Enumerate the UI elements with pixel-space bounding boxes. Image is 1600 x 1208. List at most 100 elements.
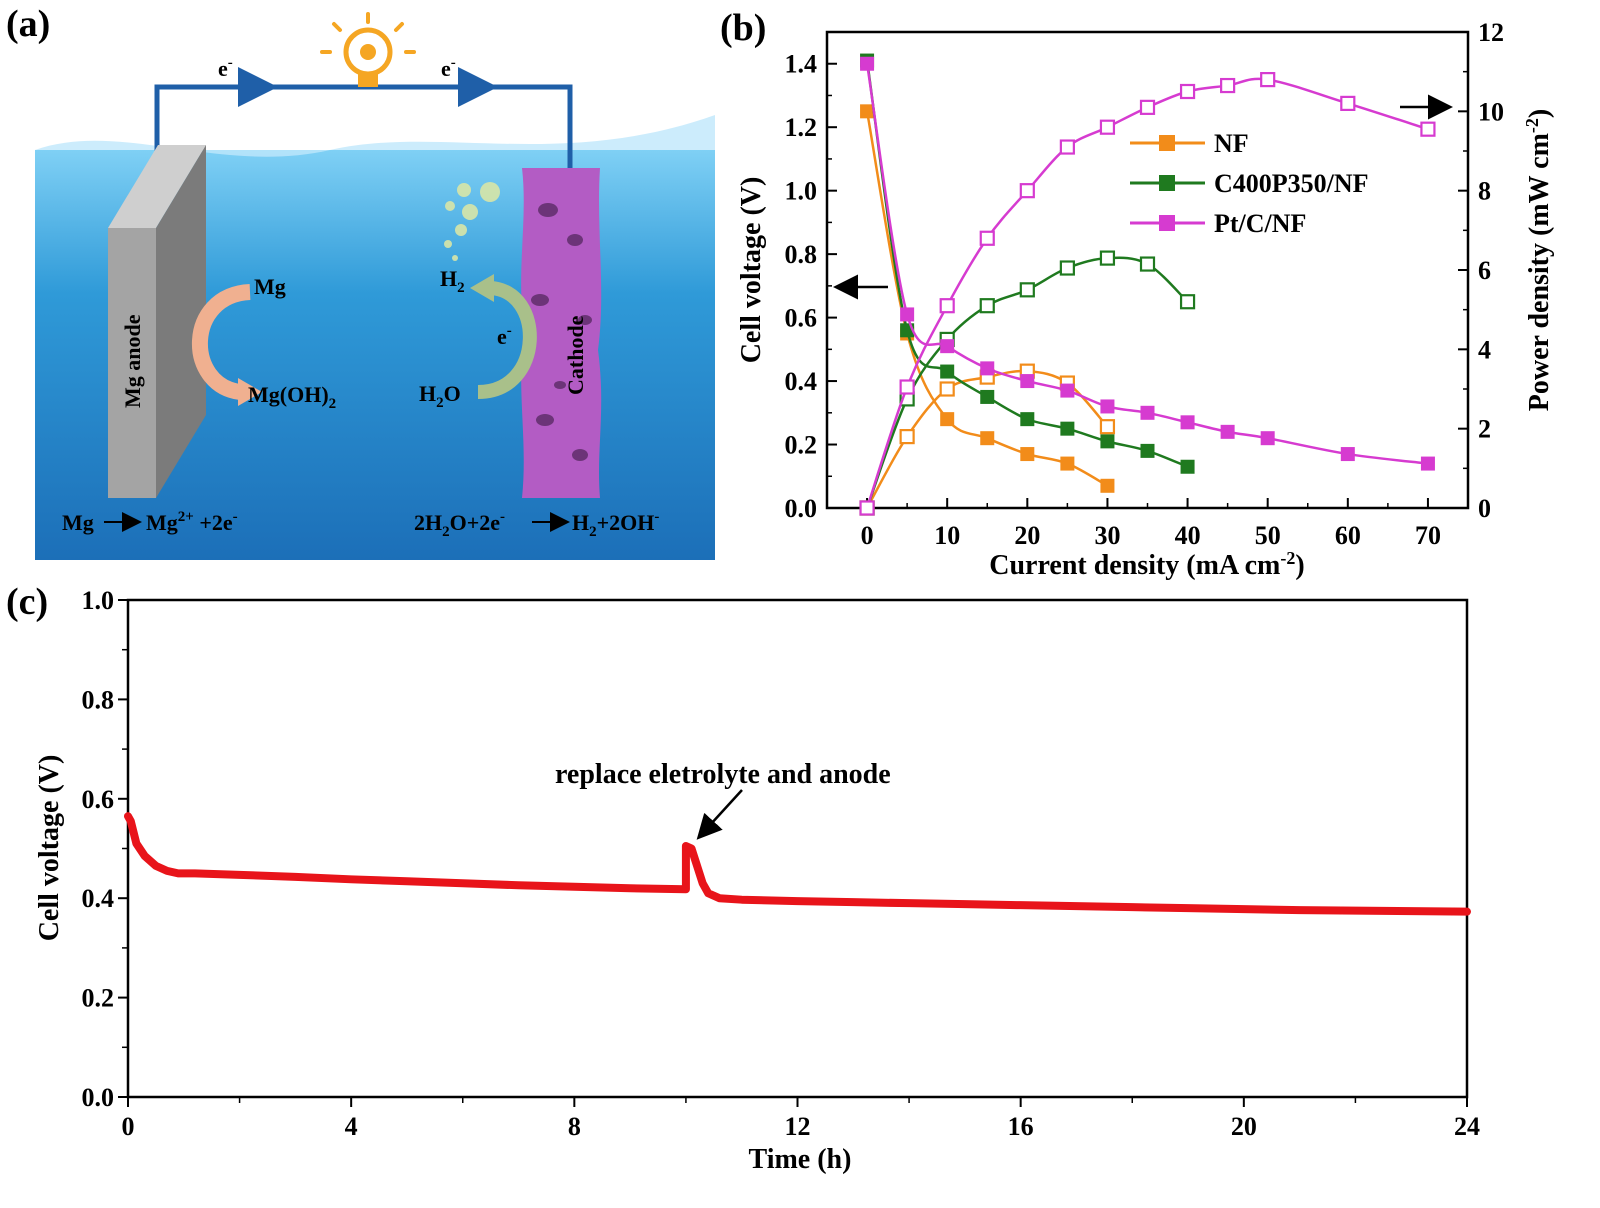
- x-tick-label-b: 70: [1415, 521, 1441, 550]
- y-axis-title-b: Cell voltage (V): [736, 177, 767, 364]
- y-tick-label-c: 0.0: [82, 1083, 115, 1112]
- power-point-pt-c-nf: [1179, 83, 1196, 100]
- electron-label-left: e-: [218, 55, 233, 81]
- x-tick-label-b: 10: [934, 521, 960, 550]
- voltage-point-pt-c-nf: [1140, 405, 1155, 420]
- panel-b-label: (b): [720, 7, 766, 49]
- x-tick-label-b: 20: [1014, 521, 1040, 550]
- water-reduction-arrowhead: [470, 274, 494, 302]
- legend-b: NF C400P350/NF Pt/C/NF: [1130, 129, 1369, 238]
- voltage-point-c400p350-nf: [1140, 443, 1155, 458]
- svg-text:2H2O+2e-: 2H2O+2e-: [414, 509, 505, 540]
- voltage-point-pt-c-nf: [1340, 447, 1355, 462]
- cathode-foam: Cathode: [521, 168, 602, 498]
- y2-tick-label-b: 10: [1478, 97, 1504, 126]
- mg-oxidation-arrowhead: [238, 378, 262, 406]
- voltage-point-c400p350-nf: [1060, 421, 1075, 436]
- hydrogen-bubbles: [444, 182, 500, 261]
- power-point-nf: [939, 381, 955, 397]
- power-point-pt-c-nf: [1139, 99, 1156, 115]
- y-tick-label-c: 0.8: [82, 685, 115, 714]
- svg-text:Mg: Mg: [62, 510, 94, 535]
- anode-equation: Mg Mg2+ +2e-: [62, 509, 238, 535]
- y-tick-label-b: 1.0: [785, 177, 818, 206]
- electron-label-right: e-: [441, 55, 456, 81]
- power-point-c400p350-nf: [979, 298, 995, 314]
- x-tick-label-c: 4: [345, 1112, 358, 1141]
- voltage-point-nf: [980, 431, 995, 446]
- power-point-nf: [1099, 419, 1116, 435]
- y2-tick-label-b: 12: [1478, 18, 1504, 47]
- x-tick-label-b: 60: [1335, 521, 1361, 550]
- y-tick-label-c: 0.2: [82, 984, 115, 1013]
- voltage-point-nf: [1100, 478, 1115, 493]
- svg-text:Mg2+ +2e-: Mg2+ +2e-: [146, 509, 238, 535]
- y-tick-label-b: 1.4: [785, 50, 818, 79]
- voltage-point-pt-c-nf: [860, 56, 875, 71]
- y-tick-label-b: 0.2: [785, 431, 818, 460]
- voltage-point-pt-c-nf: [1060, 383, 1075, 398]
- panel-c-chart: (c) 0 4 8 12 16 20 24 0.0 0.2 0.4 0.6 0.8 1.0 replac…: [6, 581, 1480, 1175]
- power-point-nf: [899, 429, 915, 445]
- x-tick-label-b: 30: [1094, 521, 1120, 550]
- axes-ticks-c: 0 4 8 12 16 20 24 0.0 0.2 0.4 0.6 0.8 1.0: [82, 586, 1481, 1141]
- mgoh2-label: Mg(OH)2: [248, 382, 336, 412]
- voltage-point-pt-c-nf: [1260, 431, 1275, 446]
- y-tick-label-b: 0.6: [785, 304, 818, 333]
- voltage-trace-line: [124, 812, 1471, 916]
- light-bulb-icon: [320, 12, 416, 87]
- cathode-equation: 2H2O+2e- H2+2OH-: [414, 509, 659, 540]
- power-point-pt-c-nf: [1019, 183, 1035, 199]
- x-tick-label-c: 0: [122, 1112, 135, 1141]
- power-point-c400p350-nf: [1059, 260, 1075, 276]
- voltage-point-c400p350-nf: [980, 389, 995, 404]
- x-tick-label-b: 0: [861, 521, 874, 550]
- anode-label: Mg anode: [120, 314, 145, 408]
- voltage-point-nf: [860, 104, 875, 119]
- electron-label-cathode: e-: [497, 323, 512, 349]
- h2o-label: H2O: [419, 381, 461, 411]
- power-point-c400p350-nf: [1019, 282, 1035, 298]
- power-point-pt-c-nf: [979, 230, 995, 246]
- voltage-point-pt-c-nf: [1100, 399, 1115, 414]
- voltage-point-c400p350-nf: [940, 364, 955, 379]
- svg-text:H2+2OH-: H2+2OH-: [572, 509, 659, 540]
- voltage-point-nf: [1020, 447, 1035, 462]
- axes-ticks-b: 0 10 20 30 40 50 60 70 0.0 0.2 0.4 0.6 0.8 1.0 1.2 1.4 0…: [785, 18, 1505, 550]
- y-tick-label-b: 0.4: [785, 367, 818, 396]
- voltage-point-pt-c-nf: [900, 307, 915, 322]
- power-point-c400p350-nf: [1099, 250, 1116, 266]
- power-point-pt-c-nf: [899, 379, 915, 395]
- y-tick-label-c: 1.0: [82, 586, 115, 615]
- legend-label-c400p350: C400P350/NF: [1214, 169, 1369, 198]
- panel-a-label: (a): [6, 3, 50, 45]
- panel-b-chart: (b) 0 10 20 30 40 50 60 700.00.20.40.60.81.01.2…: [720, 7, 1555, 581]
- y-tick-label-c: 0.6: [82, 785, 115, 814]
- voltage-point-c400p350-nf: [1180, 459, 1195, 474]
- x-axis-title-b: Current density (mA cm-2): [989, 548, 1304, 581]
- power-point-pt-c-nf: [1340, 95, 1356, 112]
- power-point-pt-c-nf: [859, 500, 875, 516]
- voltage-point-c400p350-nf: [1020, 412, 1035, 427]
- water-reduction-arrow: [477, 281, 537, 399]
- legend-marker-ptc: [1159, 215, 1175, 231]
- power-point-c400p350-nf: [1139, 256, 1156, 272]
- annotation-arrow: [696, 789, 743, 840]
- power-point-c400p350-nf: [1179, 294, 1196, 310]
- power-point-pt-c-nf: [1220, 77, 1236, 94]
- x-tick-label-b: 40: [1175, 521, 1201, 550]
- legend-label-ptc: Pt/C/NF: [1214, 209, 1306, 238]
- y-tick-label-b: 0.8: [785, 240, 818, 269]
- y-tick-label-b: 0.0: [785, 494, 818, 523]
- annotation-replace-electrolyte: replace eletrolyte and anode: [555, 759, 891, 790]
- plot-frame-c: [126, 598, 1469, 1099]
- voltage-point-pt-c-nf: [1020, 374, 1035, 389]
- y-tick-label-c: 0.4: [82, 884, 115, 913]
- x-tick-label-c: 8: [568, 1112, 581, 1141]
- power-point-pt-c-nf: [1260, 71, 1276, 88]
- power-point-pt-c-nf: [939, 298, 955, 314]
- cathode-label: Cathode: [563, 315, 588, 395]
- legend-marker-c400p350: [1159, 175, 1175, 191]
- voltage-point-pt-c-nf: [1180, 415, 1195, 430]
- voltage-point-nf: [1060, 456, 1075, 471]
